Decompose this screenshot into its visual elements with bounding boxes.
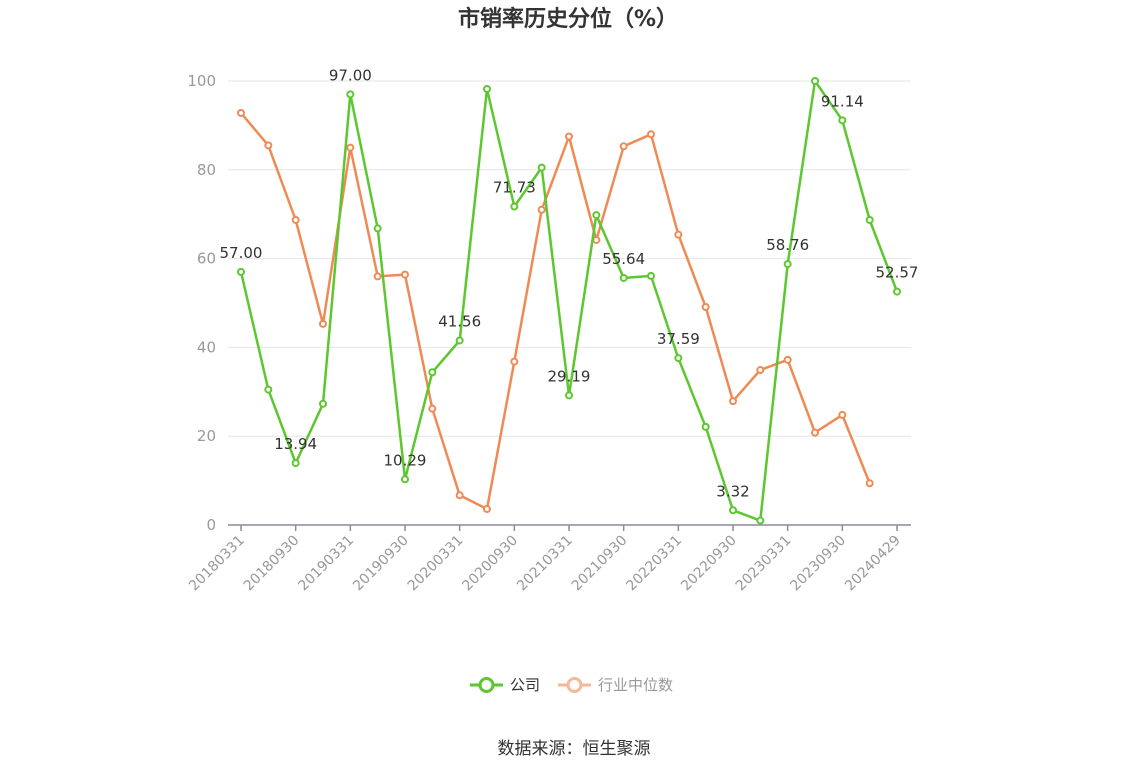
data-point-company[interactable]	[264, 385, 273, 394]
data-point-industry[interactable]	[319, 319, 327, 328]
data-label: 91.14	[821, 92, 864, 110]
legend-item-company[interactable]: 公司	[470, 676, 540, 694]
legend[interactable]: 公司 行业中位数	[470, 676, 673, 694]
data-point-company[interactable]	[729, 506, 737, 515]
y-tick-label: 40	[197, 338, 216, 356]
y-tick-label: 20	[197, 427, 216, 445]
x-tick-label: 20230930	[787, 533, 849, 595]
x-tick-label: 20200331	[405, 533, 467, 595]
data-point-company[interactable]	[346, 90, 355, 99]
data-point-industry[interactable]	[401, 270, 409, 279]
data-label: 41.56	[438, 312, 481, 330]
data-point-industry[interactable]	[455, 491, 464, 500]
chart-title: 市销率历史分位（%）	[458, 6, 678, 32]
data-point-industry[interactable]	[428, 404, 437, 413]
data-point-company[interactable]	[865, 215, 874, 224]
data-label: 10.29	[384, 451, 427, 469]
source-note: 数据来源：恒生聚源	[498, 739, 651, 759]
data-point-industry[interactable]	[647, 130, 655, 139]
data-point-company[interactable]	[510, 202, 519, 211]
legend-industry-marker	[566, 677, 583, 693]
data-point-industry[interactable]	[865, 479, 874, 488]
legend-industry-label: 行业中位数	[598, 676, 673, 694]
grid-layer	[228, 80, 911, 437]
data-point-industry[interactable]	[483, 505, 491, 514]
data-point-company[interactable]	[237, 267, 245, 276]
data-point-industry[interactable]	[373, 272, 382, 281]
data-point-company[interactable]	[756, 516, 765, 525]
data-point-industry[interactable]	[838, 410, 847, 419]
y-tick-label: 100	[187, 72, 216, 90]
data-point-industry[interactable]	[783, 355, 792, 364]
data-point-company[interactable]	[565, 391, 573, 400]
data-label: 97.00	[329, 66, 372, 84]
data-label: 57.00	[220, 244, 263, 262]
x-tick-label: 20190930	[350, 533, 412, 595]
data-point-industry[interactable]	[510, 357, 519, 366]
x-tick-label: 20230331	[733, 533, 795, 595]
data-point-industry[interactable]	[729, 397, 737, 406]
data-point-industry[interactable]	[237, 108, 245, 117]
x-tick-label: 20210930	[569, 533, 631, 595]
data-label: 71.73	[493, 179, 536, 197]
data-point-company[interactable]	[811, 77, 819, 85]
data-point-company[interactable]	[319, 399, 327, 408]
data-point-company[interactable]	[838, 116, 847, 125]
data-point-company[interactable]	[674, 354, 683, 363]
x-tick-label: 20180331	[186, 533, 248, 595]
series-line-company	[239, 79, 899, 522]
data-point-company[interactable]	[647, 271, 655, 280]
x-tick-label: 20200930	[459, 533, 521, 595]
x-tick-label: 20220930	[678, 533, 740, 595]
data-point-company[interactable]	[783, 260, 792, 269]
legend-company-label: 公司	[510, 676, 540, 694]
data-point-company[interactable]	[483, 84, 491, 93]
data-point-company[interactable]	[291, 459, 300, 468]
x-tick-label: 20210331	[514, 533, 576, 595]
data-point-industry[interactable]	[291, 215, 300, 224]
data-point-industry[interactable]	[756, 366, 765, 375]
data-point-company[interactable]	[428, 368, 437, 377]
data-point-industry[interactable]	[264, 141, 273, 150]
data-point-company[interactable]	[455, 336, 464, 345]
data-label: 37.59	[657, 330, 700, 348]
y-tick-label: 60	[197, 250, 216, 268]
axis-layer: 0 20 40 60 80 100 2018033120180930201903312019…	[186, 72, 911, 594]
y-tick-label: 0	[206, 516, 216, 534]
series-line-industry	[240, 112, 871, 511]
data-label: 29.19	[548, 367, 591, 385]
data-point-industry[interactable]	[346, 143, 355, 152]
data-label: 58.76	[766, 236, 809, 254]
data-point-industry[interactable]	[674, 230, 683, 239]
series-layer	[237, 77, 901, 525]
x-tick-label: 20180930	[241, 533, 303, 595]
x-tick-label: 20220331	[623, 533, 685, 595]
data-point-industry[interactable]	[592, 235, 601, 244]
data-label: 55.64	[602, 250, 645, 268]
data-point-industry[interactable]	[701, 302, 710, 311]
data-point-company[interactable]	[373, 224, 382, 233]
data-point-industry[interactable]	[565, 132, 573, 141]
legend-item-industry[interactable]: 行业中位数	[558, 676, 673, 694]
data-point-industry[interactable]	[537, 205, 546, 214]
data-point-industry[interactable]	[619, 142, 628, 151]
data-point-industry[interactable]	[811, 428, 819, 437]
data-point-company[interactable]	[619, 273, 628, 282]
data-point-company[interactable]	[893, 287, 901, 296]
data-point-company[interactable]	[701, 422, 710, 431]
data-label: 13.94	[274, 435, 317, 453]
x-tick-label: 20190331	[295, 533, 357, 595]
y-tick-label: 80	[197, 161, 216, 179]
data-label: 52.57	[876, 264, 919, 282]
legend-company-marker	[478, 677, 495, 693]
x-tick-label: 20240429	[842, 533, 904, 595]
data-label: 3.32	[716, 482, 749, 500]
data-point-company[interactable]	[592, 211, 601, 220]
data-point-company[interactable]	[537, 163, 546, 172]
label-layer: 57.00 13.94 97.00 10.29 41.56 71.73 29.19 55.64…	[220, 66, 919, 500]
data-point-company[interactable]	[401, 475, 409, 484]
